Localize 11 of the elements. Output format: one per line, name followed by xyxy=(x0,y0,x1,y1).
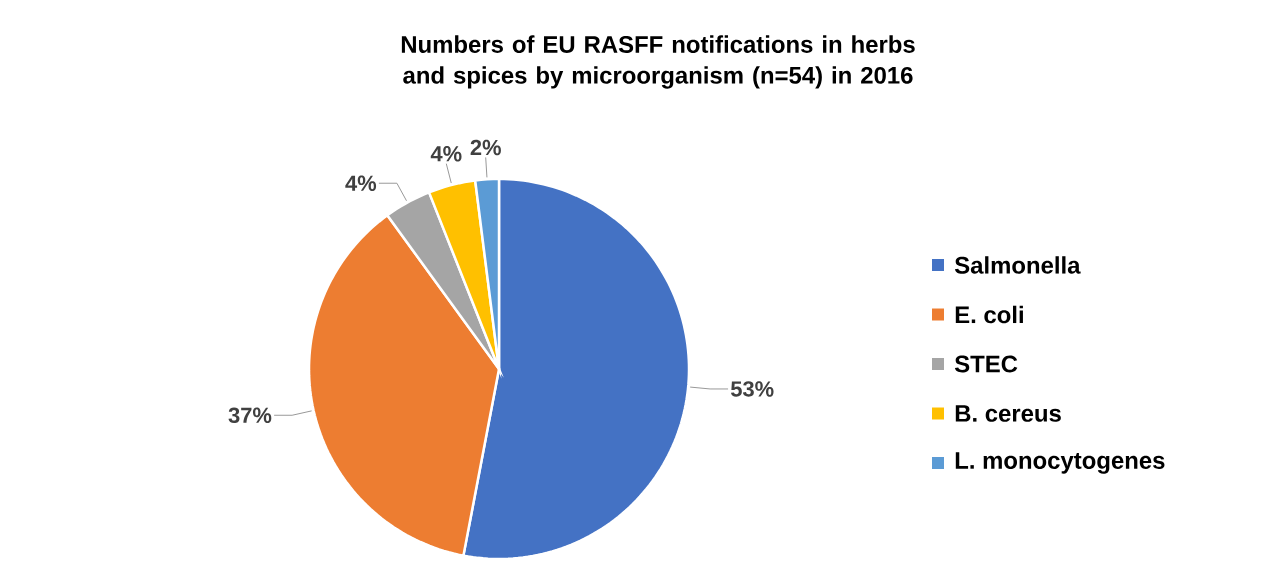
legend-label: E. coli xyxy=(955,305,1023,324)
chart-title: Numbers of EU RASFF notifications in herbs and spices by microorganism (n=54) in 2016 xyxy=(401,35,915,89)
legend-label: B. cereus xyxy=(955,405,1061,422)
legend-label: Salmonella xyxy=(954,256,1081,274)
data-label: 37% xyxy=(228,407,272,424)
data-label: 53% xyxy=(730,381,774,397)
legend-label: L. monocytogenes xyxy=(955,452,1165,474)
data-label: 2% xyxy=(470,139,501,156)
legend-label: STEC xyxy=(954,355,1018,373)
data-label: 4% xyxy=(430,146,462,162)
data-label: 4% xyxy=(345,175,377,191)
